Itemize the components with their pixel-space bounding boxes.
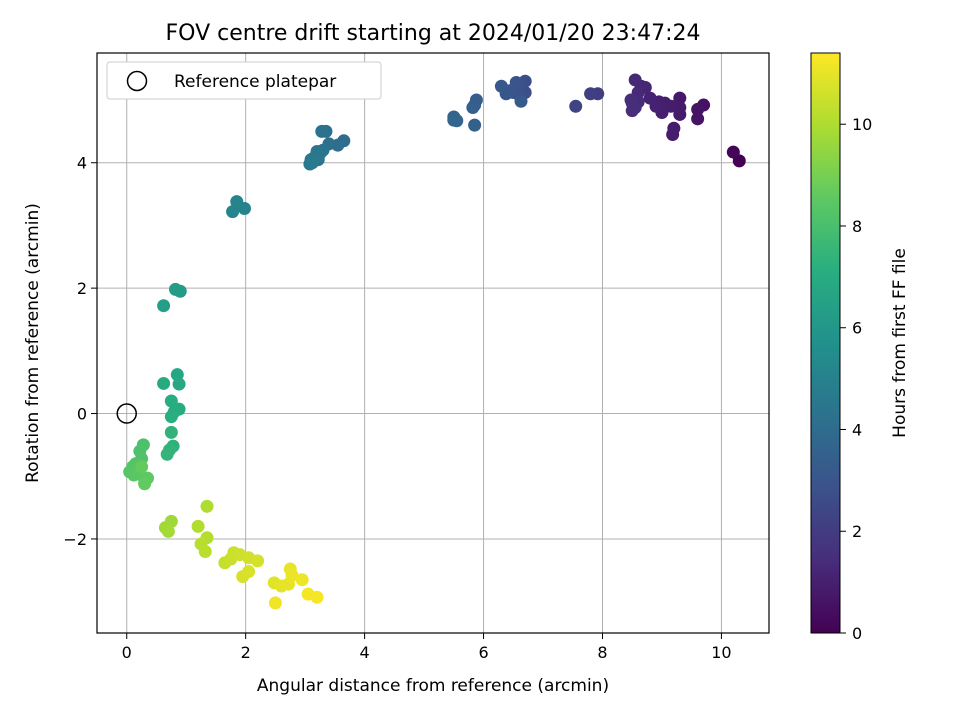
plot-frame [96,52,770,634]
data-point [625,104,639,118]
data-point [285,568,299,582]
colorbar-tick-label: 0 [852,624,862,643]
data-point [168,282,182,296]
data-point [315,124,329,138]
data-point [242,565,256,579]
x-axis-ticks: 0 2 4 6 8 10 [122,633,732,662]
y-axis-ticks: −2 0 2 4 [63,154,97,549]
y-tick-label: 4 [77,154,87,173]
data-point [157,376,171,390]
data-point [268,596,282,610]
data-point [295,573,309,587]
data-point [138,477,152,491]
colorbar: 0 2 4 6 8 10 Hours from first FF file [810,52,910,643]
colorbar-tick-label: 10 [852,115,872,134]
data-points [116,73,746,610]
data-point [305,156,319,170]
data-point [673,91,687,105]
data-point [691,102,705,116]
y-tick-label: 2 [77,279,87,298]
colorbar-tick-label: 6 [852,319,862,338]
data-point [514,94,528,108]
colorbar-ticks: 0 2 4 6 8 10 [840,115,872,643]
chart-title: FOV centre drift starting at 2024/01/20 … [166,21,701,46]
data-point [494,79,508,93]
data-point [584,87,598,101]
data-point [164,410,178,424]
data-point [643,91,657,105]
y-axis-label: Rotation from reference (arcmin) [23,203,43,483]
colorbar-label: Hours from first FF file [890,248,910,438]
data-point [172,377,186,391]
data-point [569,99,583,113]
data-point [691,112,705,126]
data-point [726,145,740,159]
x-axis-label: Angular distance from reference (arcmin) [257,676,609,696]
data-point [251,554,265,568]
legend: Reference platepar [106,61,382,100]
colorbar-tick-label: 4 [852,420,862,439]
x-tick-label: 8 [597,643,607,662]
data-point [191,519,205,533]
data-point [164,394,178,408]
legend-box [106,61,382,100]
data-point [135,460,149,474]
data-point [448,112,462,126]
colorbar-tick-label: 8 [852,217,862,236]
data-point [628,73,642,87]
data-point [468,118,482,132]
data-point [624,93,638,107]
x-tick-label: 4 [360,643,370,662]
data-point [466,101,480,115]
x-tick-label: 0 [122,643,132,662]
x-tick-label: 6 [478,643,488,662]
reference-point [116,403,137,424]
data-point [666,128,680,142]
data-point [226,205,240,219]
data-point [230,195,244,209]
data-point [157,299,171,313]
x-tick-label: 10 [711,643,731,662]
data-point [161,524,175,538]
x-tick-label: 2 [241,643,251,662]
data-point [160,447,174,461]
data-point [200,499,214,513]
colorbar-tick-label: 2 [852,522,862,541]
data-point [164,425,178,439]
reference-marker-icon [126,70,148,92]
data-point [310,590,324,604]
data-point [673,107,687,121]
y-tick-label: −2 [63,530,87,549]
data-point [198,544,212,558]
y-tick-label: 0 [77,405,87,424]
legend-label: Reference platepar [174,72,336,92]
colorbar-gradient [810,52,841,634]
